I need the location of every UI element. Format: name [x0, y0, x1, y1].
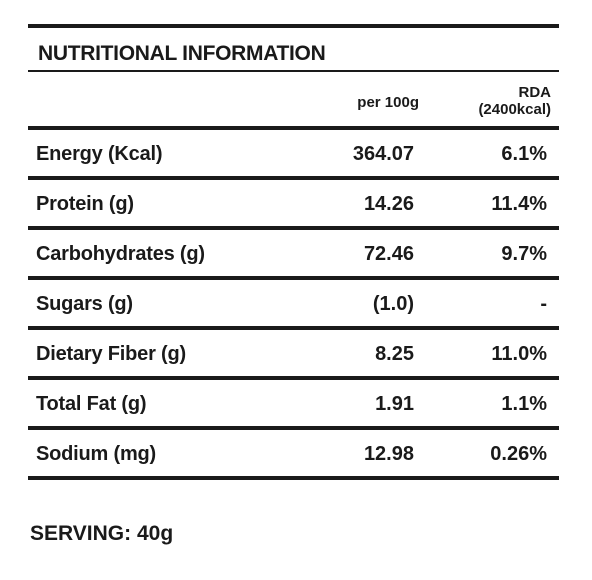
- row-label: Sodium (mg): [36, 443, 157, 465]
- row-rule: [28, 376, 559, 380]
- column-header-rda-line1: RDA: [518, 84, 552, 101]
- row-label: Sugars (g): [36, 293, 133, 315]
- row-rule: [28, 176, 559, 180]
- row-rda: 6.1%: [501, 143, 547, 165]
- table-row-sodium: Sodium (mg) 12.98 0.26%: [28, 430, 559, 476]
- title-rule: [28, 70, 559, 72]
- column-header-per-100g: per 100g: [357, 94, 419, 111]
- bottom-rule: [28, 476, 559, 480]
- row-label: Carbohydrates (g): [36, 243, 205, 265]
- table-row-total-fat: Total Fat (g) 1.91 1.1%: [28, 380, 559, 426]
- top-rule: [28, 24, 559, 28]
- table-row-carbohydrates: Carbohydrates (g) 72.46 9.7%: [28, 230, 559, 276]
- row-rda: 11.4%: [491, 193, 547, 215]
- column-header-rda-line2: (2400kcal): [478, 101, 551, 118]
- row-rule: [28, 226, 559, 230]
- column-header-row: per 100g RDA (2400kcal): [28, 72, 559, 126]
- row-rule: [28, 326, 559, 330]
- column-header-rda: RDA (2400kcal): [478, 84, 551, 118]
- row-per-100g: 12.98: [363, 443, 414, 465]
- header-rule: [28, 126, 559, 130]
- row-rda: 11.0%: [491, 343, 547, 365]
- row-per-100g: 8.25: [375, 343, 414, 365]
- table-row-dietary-fiber: Dietary Fiber (g) 8.25 11.0%: [28, 330, 559, 376]
- row-rule: [28, 426, 559, 430]
- row-rda: 1.1%: [501, 393, 547, 415]
- row-label: Dietary Fiber (g): [36, 343, 186, 365]
- row-label: Total Fat (g): [36, 393, 147, 415]
- row-rda: 9.7%: [501, 243, 547, 265]
- row-per-100g: (1.0): [372, 293, 414, 315]
- table-title: NUTRITIONAL INFORMATION: [38, 42, 326, 65]
- row-rda: 0.26%: [490, 443, 547, 465]
- row-per-100g: 14.26: [363, 193, 414, 215]
- row-rule: [28, 276, 559, 280]
- serving-size: SERVING: 40g: [30, 522, 174, 545]
- table-row-protein: Protein (g) 14.26 11.4%: [28, 180, 559, 226]
- row-per-100g: 72.46: [363, 243, 414, 265]
- row-label: Energy (Kcal): [36, 143, 163, 165]
- row-per-100g: 1.91: [375, 393, 414, 415]
- row-label: Protein (g): [36, 193, 134, 215]
- table-row-energy: Energy (Kcal) 364.07 6.1%: [28, 130, 559, 176]
- row-per-100g: 364.07: [352, 143, 414, 165]
- table-row-sugars: Sugars (g) (1.0) -: [28, 280, 559, 326]
- nutrition-table: NUTRITIONAL INFORMATION per 100g RDA (24…: [28, 24, 559, 480]
- row-rda: -: [540, 293, 547, 315]
